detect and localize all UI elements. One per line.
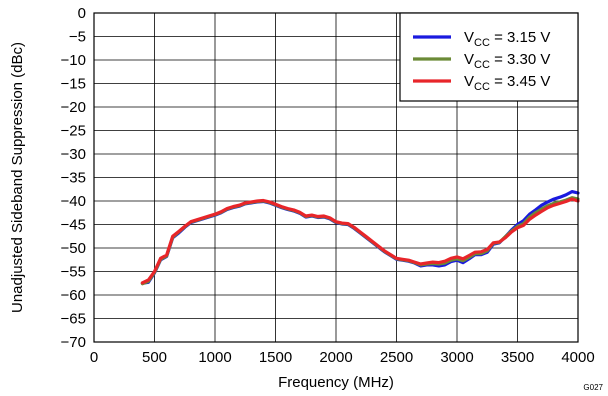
legend-label-subscript: CC [474,37,490,49]
y-tick-label: −45 [61,217,86,234]
legend-label-main: V [464,73,474,90]
x-axis-title: Frequency (MHz) [278,374,394,391]
x-tick-label: 4000 [561,349,594,366]
y-tick-label: −5 [69,29,86,46]
legend-label-value: = 3.30 V [490,51,550,68]
y-tick-label: −50 [61,240,86,257]
legend-label-value: = 3.45 V [490,73,550,90]
y-tick-labels: 0 −5 −10 −15 −20 −25 −30 −35 −40 −45 −50 −55 −60 −65 −… [61,5,86,351]
x-tick-label: 0 [90,349,98,366]
y-axis-title: Unadjusted Sideband Suppression (dBc) [9,42,26,313]
y-tick-label: −10 [61,52,86,69]
x-tick-label: 3500 [501,349,534,366]
x-tick-label: 2000 [319,349,352,366]
x-tick-labels: 0 500 1000 1500 2000 2500 3000 3500 4000 [90,349,595,366]
series-line-1 [140,190,580,285]
figure-id: G027 [583,383,603,392]
plot-frame [93,12,579,343]
series-line-3 [140,197,580,285]
x-tick-label: 2500 [380,349,413,366]
series-layer [140,190,580,286]
y-tick-label: −60 [61,287,86,304]
x-tick-label: 500 [142,349,167,366]
legend-label-1: VCC = 3.15 V [464,29,550,49]
y-tick-label: −65 [61,311,86,328]
y-tick-label: −40 [61,193,86,210]
legend-box [399,12,579,102]
legend-label-main: V [464,51,474,68]
x-tick-label: 1500 [259,349,292,366]
y-tick-label: −15 [61,76,86,93]
y-tick-label: −25 [61,123,86,140]
legend-label-3: VCC = 3.45 V [464,73,550,93]
x-tick-label: 1000 [198,349,231,366]
legend-label-subscript: CC [474,81,490,93]
y-tick-label: −30 [61,146,86,163]
y-tick-label: −20 [61,99,86,116]
series-line-2 [140,196,580,286]
y-tick-label: −35 [61,170,86,187]
x-tick-label: 3000 [440,349,473,366]
legend-label-2: VCC = 3.30 V [464,51,550,71]
y-tick-label: −55 [61,264,86,281]
y-tick-label: −70 [61,334,86,351]
y-tick-label: 0 [78,5,86,22]
legend-label-main: V [464,29,474,46]
legend-label-value: = 3.15 V [490,29,550,46]
legend-label-subscript: CC [474,59,490,71]
